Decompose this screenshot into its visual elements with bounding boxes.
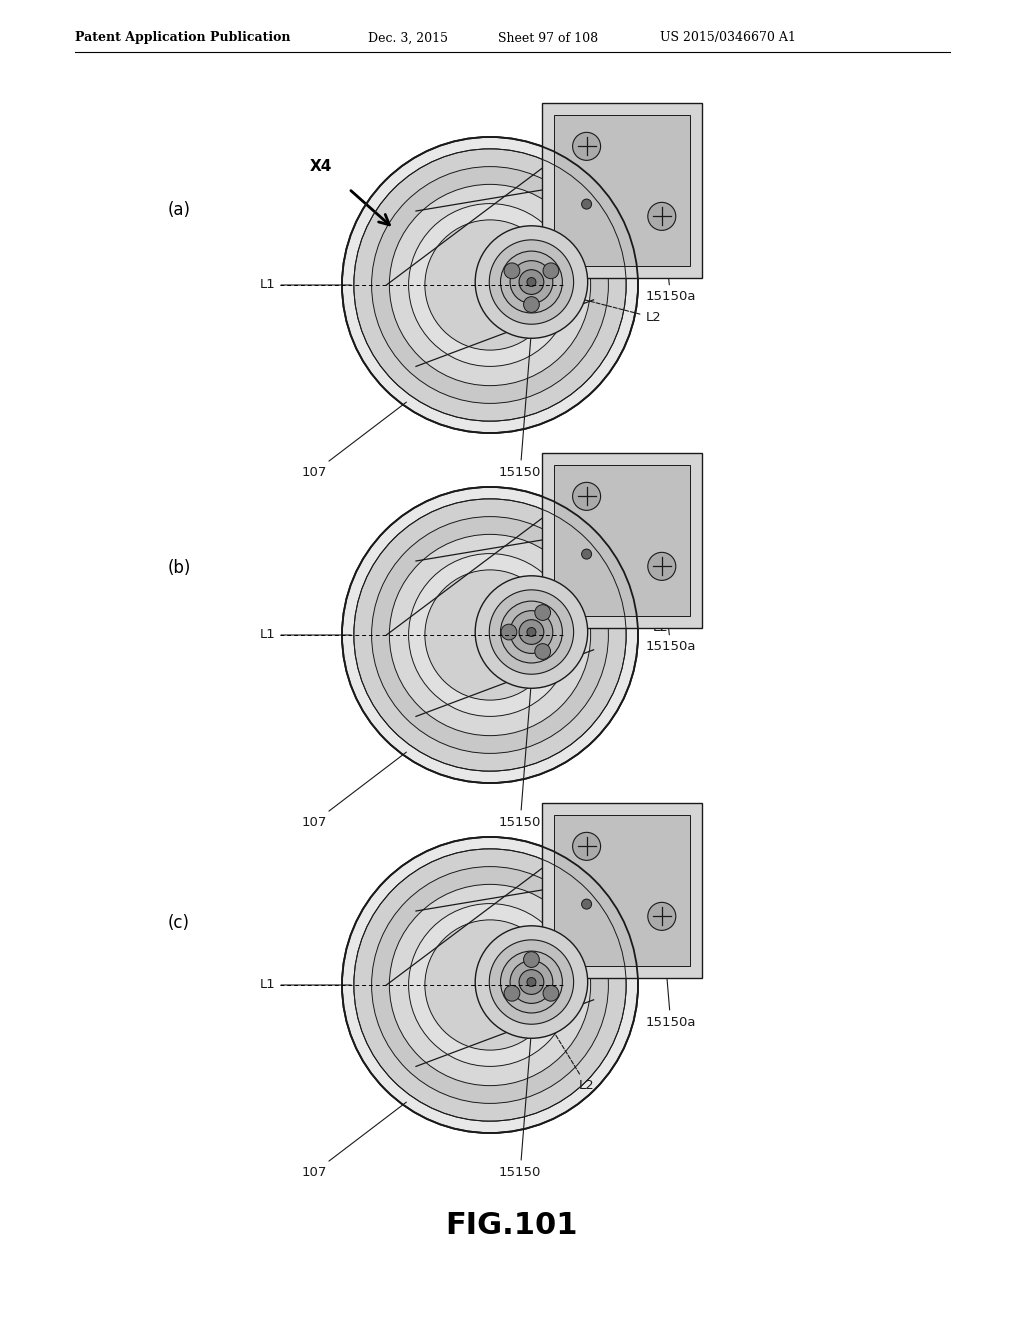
Circle shape — [475, 576, 588, 688]
Circle shape — [535, 605, 551, 620]
Circle shape — [425, 570, 555, 700]
Circle shape — [648, 202, 676, 231]
Circle shape — [475, 925, 588, 1039]
Text: 15157: 15157 — [625, 473, 683, 486]
Bar — [542, 103, 701, 277]
Text: 15150: 15150 — [499, 333, 542, 479]
Circle shape — [519, 619, 544, 644]
Circle shape — [519, 269, 544, 294]
Circle shape — [543, 986, 559, 1001]
Circle shape — [501, 601, 562, 663]
Circle shape — [354, 149, 626, 421]
Text: L2: L2 — [551, 620, 669, 634]
Circle shape — [523, 952, 540, 968]
Circle shape — [648, 903, 676, 931]
Text: FIG.101: FIG.101 — [445, 1210, 579, 1239]
Circle shape — [523, 297, 540, 313]
Text: 15150a: 15150a — [645, 569, 696, 653]
Circle shape — [582, 549, 592, 560]
Text: Sheet 97 of 108: Sheet 97 of 108 — [498, 32, 598, 45]
Text: 15150a: 15150a — [645, 219, 696, 304]
Text: 107: 107 — [302, 1102, 407, 1179]
Text: Dec. 3, 2015: Dec. 3, 2015 — [368, 32, 449, 45]
Circle shape — [372, 867, 608, 1104]
Circle shape — [489, 940, 573, 1024]
Bar — [554, 814, 690, 966]
Text: 15150a: 15150a — [645, 919, 696, 1028]
Circle shape — [543, 263, 559, 279]
Circle shape — [342, 137, 638, 433]
Circle shape — [409, 203, 571, 367]
Circle shape — [510, 961, 553, 1003]
Text: 107: 107 — [302, 403, 407, 479]
Text: (c): (c) — [168, 913, 190, 932]
Circle shape — [342, 487, 638, 783]
Circle shape — [354, 499, 626, 771]
Circle shape — [510, 611, 553, 653]
Text: L1: L1 — [260, 978, 351, 991]
Text: 15157: 15157 — [625, 123, 683, 136]
Text: X4: X4 — [309, 158, 332, 174]
Circle shape — [582, 199, 592, 209]
Text: 107: 107 — [302, 752, 407, 829]
Circle shape — [475, 226, 588, 338]
Circle shape — [501, 251, 562, 313]
Text: (a): (a) — [168, 201, 191, 219]
Circle shape — [342, 837, 638, 1133]
Text: (b): (b) — [168, 558, 191, 577]
Circle shape — [389, 535, 591, 735]
Circle shape — [519, 970, 544, 994]
Circle shape — [489, 240, 573, 325]
Circle shape — [535, 644, 551, 660]
Circle shape — [389, 884, 591, 1085]
Circle shape — [354, 849, 626, 1121]
Circle shape — [372, 166, 608, 404]
Text: L2: L2 — [539, 1007, 595, 1092]
Circle shape — [425, 920, 555, 1051]
Circle shape — [409, 904, 571, 1067]
Text: L1: L1 — [260, 279, 351, 292]
Circle shape — [389, 185, 591, 385]
Bar — [542, 453, 701, 627]
Circle shape — [489, 590, 573, 675]
Circle shape — [409, 553, 571, 717]
Circle shape — [648, 552, 676, 581]
Circle shape — [372, 516, 608, 754]
Circle shape — [510, 260, 553, 304]
Text: 15150: 15150 — [499, 682, 542, 829]
Circle shape — [572, 132, 601, 160]
Circle shape — [504, 263, 520, 279]
Circle shape — [572, 482, 601, 511]
Circle shape — [582, 899, 592, 909]
Text: L2: L2 — [551, 292, 662, 323]
Text: US 2015/0346670 A1: US 2015/0346670 A1 — [660, 32, 796, 45]
Circle shape — [501, 952, 562, 1012]
Circle shape — [527, 627, 536, 636]
Circle shape — [572, 833, 601, 861]
Bar — [542, 803, 701, 978]
Text: 15150: 15150 — [499, 1032, 542, 1179]
Text: Patent Application Publication: Patent Application Publication — [75, 32, 291, 45]
Circle shape — [527, 978, 536, 986]
Text: 15157: 15157 — [625, 824, 683, 836]
Bar — [554, 465, 690, 615]
Circle shape — [501, 624, 517, 640]
Circle shape — [527, 277, 536, 286]
Bar — [554, 115, 690, 265]
Circle shape — [504, 986, 520, 1001]
Text: L1: L1 — [260, 628, 351, 642]
Circle shape — [425, 220, 555, 350]
